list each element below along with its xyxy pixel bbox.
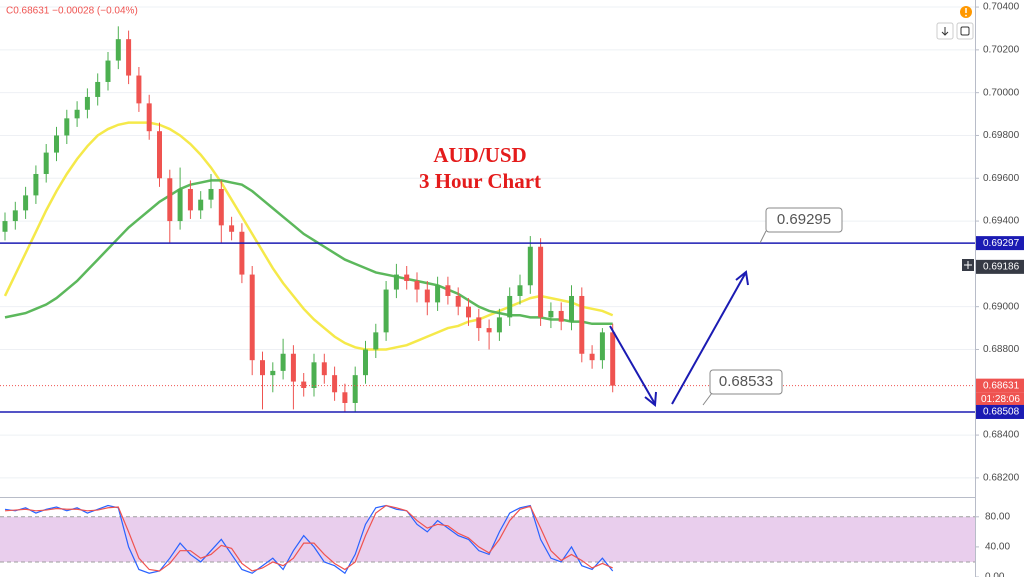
- candle-body: [84, 96, 90, 110]
- price-tag-label: 0.69297: [983, 238, 1020, 249]
- candle-body: [610, 332, 616, 386]
- callout-text: 0.69295: [777, 211, 831, 228]
- candle-body: [167, 178, 173, 222]
- candle-body: [435, 285, 441, 303]
- candle-body: [105, 60, 111, 82]
- price-tag: [976, 236, 1024, 251]
- candle-body: [599, 332, 605, 361]
- candle-body: [239, 231, 245, 275]
- trend-arrows: [609, 270, 749, 407]
- candle-body: [198, 199, 204, 211]
- candle-body: [404, 274, 410, 281]
- price-tag-label: 0.69186: [983, 262, 1020, 273]
- candle-body: [249, 274, 255, 361]
- candle-body: [558, 310, 564, 322]
- callout-2: 0.68533: [702, 369, 783, 406]
- header-ohlc: C0.68631 −0.00028 (−0.04%): [6, 6, 138, 17]
- price-tag: [976, 259, 1024, 274]
- candle-body: [2, 221, 8, 232]
- candle-body: [321, 362, 327, 376]
- y-tick-label: 40.00: [985, 542, 1010, 553]
- candle-body: [579, 295, 585, 354]
- candle-body: [311, 362, 317, 388]
- y-tick-label: 0.70000: [983, 87, 1020, 98]
- y-tick-label: 0.70200: [983, 45, 1020, 56]
- price-tag: [976, 404, 1024, 419]
- countdown-label: 01:28:06: [981, 394, 1020, 405]
- candle-body: [393, 274, 399, 290]
- countdown-tag: [976, 392, 1024, 406]
- y-tick-label: 0.69000: [983, 301, 1020, 312]
- candle-body: [589, 353, 595, 361]
- callout-text: 0.68533: [719, 373, 773, 390]
- price-tag-label: 0.68508: [983, 407, 1020, 418]
- candle-body: [12, 210, 18, 222]
- chart-subtitle: 3 Hour Chart: [419, 169, 541, 193]
- callout-1: 0.69295: [759, 207, 843, 244]
- price-tag-label: 0.68631: [983, 380, 1020, 391]
- candle-body: [177, 188, 183, 222]
- candle-body: [64, 118, 70, 136]
- y-tick-label: 0.68200: [983, 473, 1020, 484]
- candle-body: [270, 370, 276, 376]
- candle-body: [332, 375, 338, 393]
- candle-body: [538, 246, 544, 318]
- oscillator-line: [4, 504, 613, 572]
- candle-body: [445, 285, 451, 296]
- price-tag: [976, 378, 1024, 393]
- y-tick-label: 0.69800: [983, 130, 1020, 141]
- y-tick-label: 0.69400: [983, 216, 1020, 227]
- oscillator-band: [0, 516, 975, 562]
- y-tick-label: 0.69600: [983, 173, 1020, 184]
- candle-body: [54, 135, 59, 153]
- candle-body: [496, 317, 502, 333]
- candle-body: [136, 75, 142, 104]
- candle-body: [414, 280, 420, 290]
- y-tick-label: 0.68800: [983, 344, 1020, 355]
- candle-body: [548, 310, 554, 318]
- candle-body: [43, 152, 49, 174]
- candle-body: [33, 173, 39, 196]
- candle-body: [229, 225, 235, 232]
- candle-body: [301, 381, 307, 388]
- y-tick-label: 0.68400: [983, 430, 1020, 441]
- y-tick-label: 0.70400: [983, 2, 1020, 13]
- candle-body: [187, 188, 193, 211]
- candle-body: [95, 81, 101, 97]
- candle-body: [383, 289, 389, 333]
- candle-body: [260, 360, 265, 376]
- candle-body: [517, 285, 523, 296]
- candle-body: [290, 353, 296, 382]
- y-tick-label: 80.00: [985, 511, 1010, 522]
- candle-body: [23, 195, 29, 211]
- toolbar-icons[interactable]: [936, 6, 974, 40]
- oscillator-line: [4, 504, 614, 575]
- candle-body: [363, 349, 368, 376]
- candle-body: [352, 375, 358, 403]
- candle-body: [466, 306, 471, 318]
- candle-body: [208, 188, 214, 200]
- candle-body: [157, 131, 162, 179]
- y-tick-label: 0.00: [985, 572, 1005, 577]
- candle-body: [126, 39, 132, 76]
- candle-body: [218, 188, 224, 226]
- candle-body: [486, 328, 492, 333]
- chart-title: AUD/USD: [433, 143, 526, 167]
- candle-body: [455, 295, 461, 307]
- candle-body: [507, 295, 513, 318]
- candle-body: [342, 392, 348, 403]
- candle-body: [115, 39, 121, 61]
- candle-body: [527, 246, 533, 286]
- candle-body: [424, 289, 430, 303]
- candle-body: [569, 295, 574, 322]
- candle-body: [476, 317, 482, 329]
- candle-body: [280, 353, 286, 371]
- crosshair-icon[interactable]: [962, 259, 974, 271]
- candle-body: [146, 103, 152, 132]
- candle-body: [74, 109, 80, 119]
- candle-body: [373, 332, 379, 350]
